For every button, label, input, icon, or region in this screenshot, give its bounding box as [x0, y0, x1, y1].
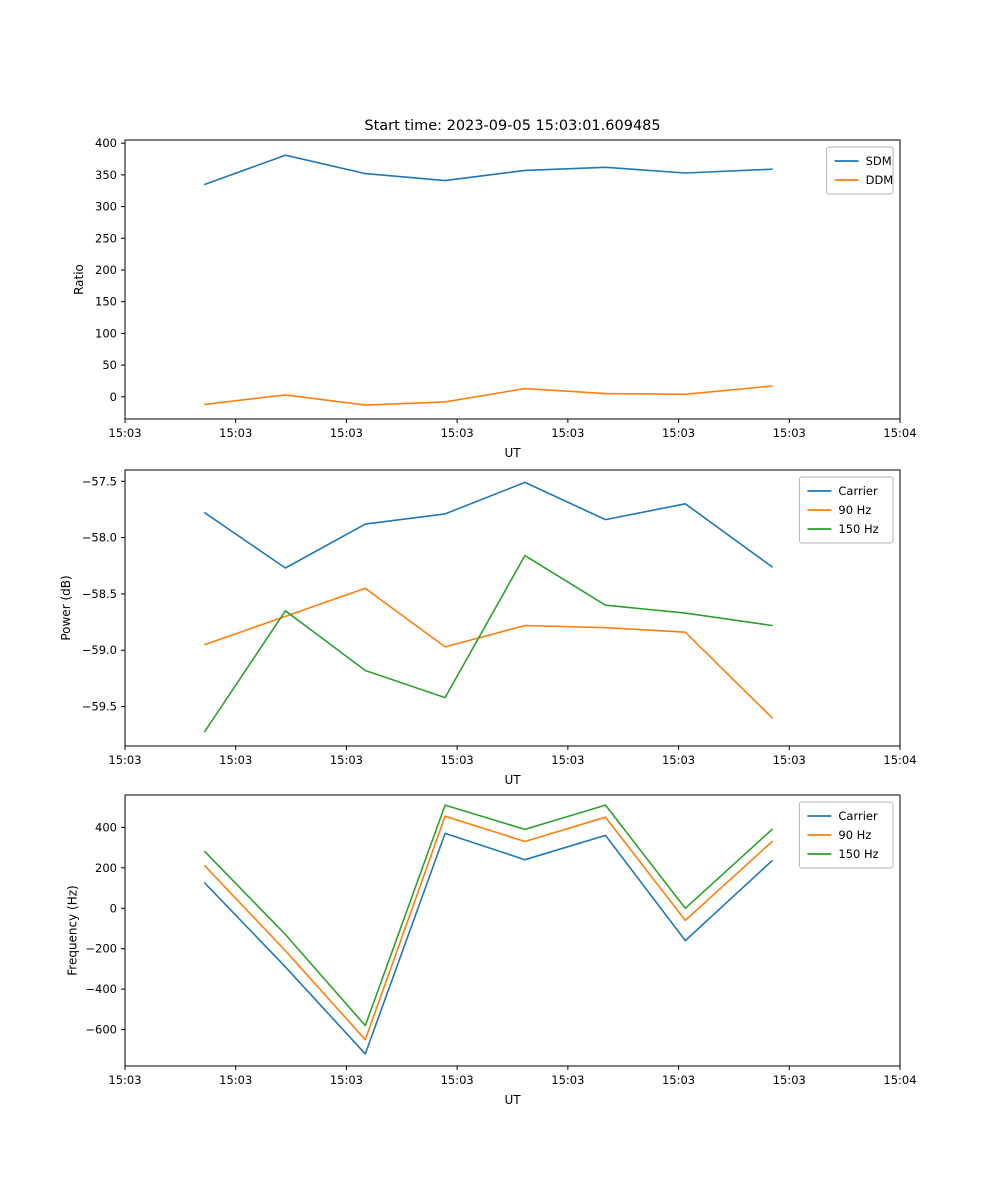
subplot-ratio: 15:03 15:03 15:03 15:03 15:03 15:03 15:03 15:04… — [72, 136, 916, 460]
x-tick-label: 15:03 — [441, 426, 474, 440]
x-tick-label: 15:03 — [219, 753, 252, 767]
x-axis-label: UT — [504, 446, 521, 460]
x-tick-label: 15:03 — [441, 1073, 474, 1087]
series-line-150-hz — [204, 804, 773, 1027]
x-tick-label: 15:03 — [773, 753, 806, 767]
y-tick-label: −57.5 — [82, 474, 117, 488]
y-tick-label: −59.5 — [82, 700, 117, 714]
series-line-carrier — [204, 481, 773, 569]
series-line-150-hz — [204, 554, 773, 733]
legend-box — [798, 476, 894, 544]
legend-label-carrier: Carrier — [838, 484, 878, 498]
x-tick-label: 15:03 — [108, 753, 141, 767]
x-tick-label: 15:04 — [883, 1073, 916, 1087]
y-tick-label: 0 — [110, 901, 117, 915]
y-tick-label: 400 — [95, 820, 117, 834]
y-tick-label: 300 — [95, 200, 117, 214]
y-axis-label: Power (dB) — [59, 575, 73, 640]
x-tick-label: 15:03 — [330, 753, 363, 767]
axes-frame — [124, 794, 901, 1067]
x-tick-label: 15:04 — [883, 753, 916, 767]
x-tick-label: 15:03 — [441, 753, 474, 767]
x-tick-label: 15:03 — [773, 426, 806, 440]
x-tick-label: 15:03 — [330, 1073, 363, 1087]
axes-frame — [124, 469, 901, 747]
y-tick-label: 150 — [95, 295, 117, 309]
x-tick-label: 15:03 — [330, 426, 363, 440]
y-tick-label: −59.0 — [82, 643, 117, 657]
y-axis-label: Ratio — [72, 264, 86, 295]
legend-label-carrier: Carrier — [838, 809, 878, 823]
legend-label-ddm: DDM — [866, 173, 894, 187]
axes-frame — [124, 139, 901, 420]
subplot-power-(db): 15:03 15:03 15:03 15:03 15:03 15:03 15:03 15:04… — [59, 469, 917, 787]
series-line-ddm — [204, 385, 773, 406]
y-tick-label: −400 — [85, 982, 117, 996]
y-tick-label: −58.0 — [82, 531, 117, 545]
y-tick-label: 200 — [95, 861, 117, 875]
x-tick-label: 15:03 — [551, 753, 584, 767]
legend-box — [798, 801, 894, 869]
y-tick-label: 100 — [95, 326, 117, 340]
x-tick-label: 15:03 — [662, 1073, 695, 1087]
x-tick-label: 15:03 — [773, 1073, 806, 1087]
legend-label-90-hz: 90 Hz — [838, 828, 871, 842]
y-tick-label: 400 — [95, 136, 117, 150]
x-tick-label: 15:04 — [883, 426, 916, 440]
legend-label-150-hz: 150 Hz — [838, 847, 878, 861]
series-line-90-hz — [204, 587, 773, 719]
x-axis-label: UT — [504, 773, 521, 787]
y-tick-label: −58.5 — [82, 587, 117, 601]
series-line-sdm — [204, 154, 773, 186]
x-tick-label: 15:03 — [108, 1073, 141, 1087]
x-tick-label: 15:03 — [219, 426, 252, 440]
x-tick-label: 15:03 — [551, 426, 584, 440]
x-tick-label: 15:03 — [108, 426, 141, 440]
series-line-carrier — [204, 832, 773, 1055]
y-tick-label: −600 — [85, 1023, 117, 1037]
legend-label-150-hz: 150 Hz — [838, 522, 878, 536]
x-tick-label: 15:03 — [662, 426, 695, 440]
y-tick-label: −200 — [85, 942, 117, 956]
legend-box — [826, 146, 894, 195]
legend-label-90-hz: 90 Hz — [838, 503, 871, 517]
y-tick-label: 350 — [95, 168, 117, 182]
x-axis-label: UT — [504, 1093, 521, 1107]
y-tick-label: 200 — [95, 263, 117, 277]
y-tick-label: 0 — [110, 390, 117, 404]
x-tick-label: 15:03 — [219, 1073, 252, 1087]
y-axis-label: Frequency (Hz) — [66, 885, 80, 976]
y-tick-label: 250 — [95, 231, 117, 245]
x-tick-label: 15:03 — [551, 1073, 584, 1087]
y-tick-label: 50 — [102, 358, 117, 372]
x-tick-label: 15:03 — [662, 753, 695, 767]
series-line-90-hz — [204, 815, 773, 1041]
subplot-frequency-(hz): 15:03 15:03 15:03 15:03 15:03 15:03 15:03 15:04… — [66, 794, 917, 1107]
figure-title: Start time: 2023-09-05 15:03:01.609485 — [364, 118, 661, 134]
legend-label-sdm: SDM — [866, 154, 892, 168]
